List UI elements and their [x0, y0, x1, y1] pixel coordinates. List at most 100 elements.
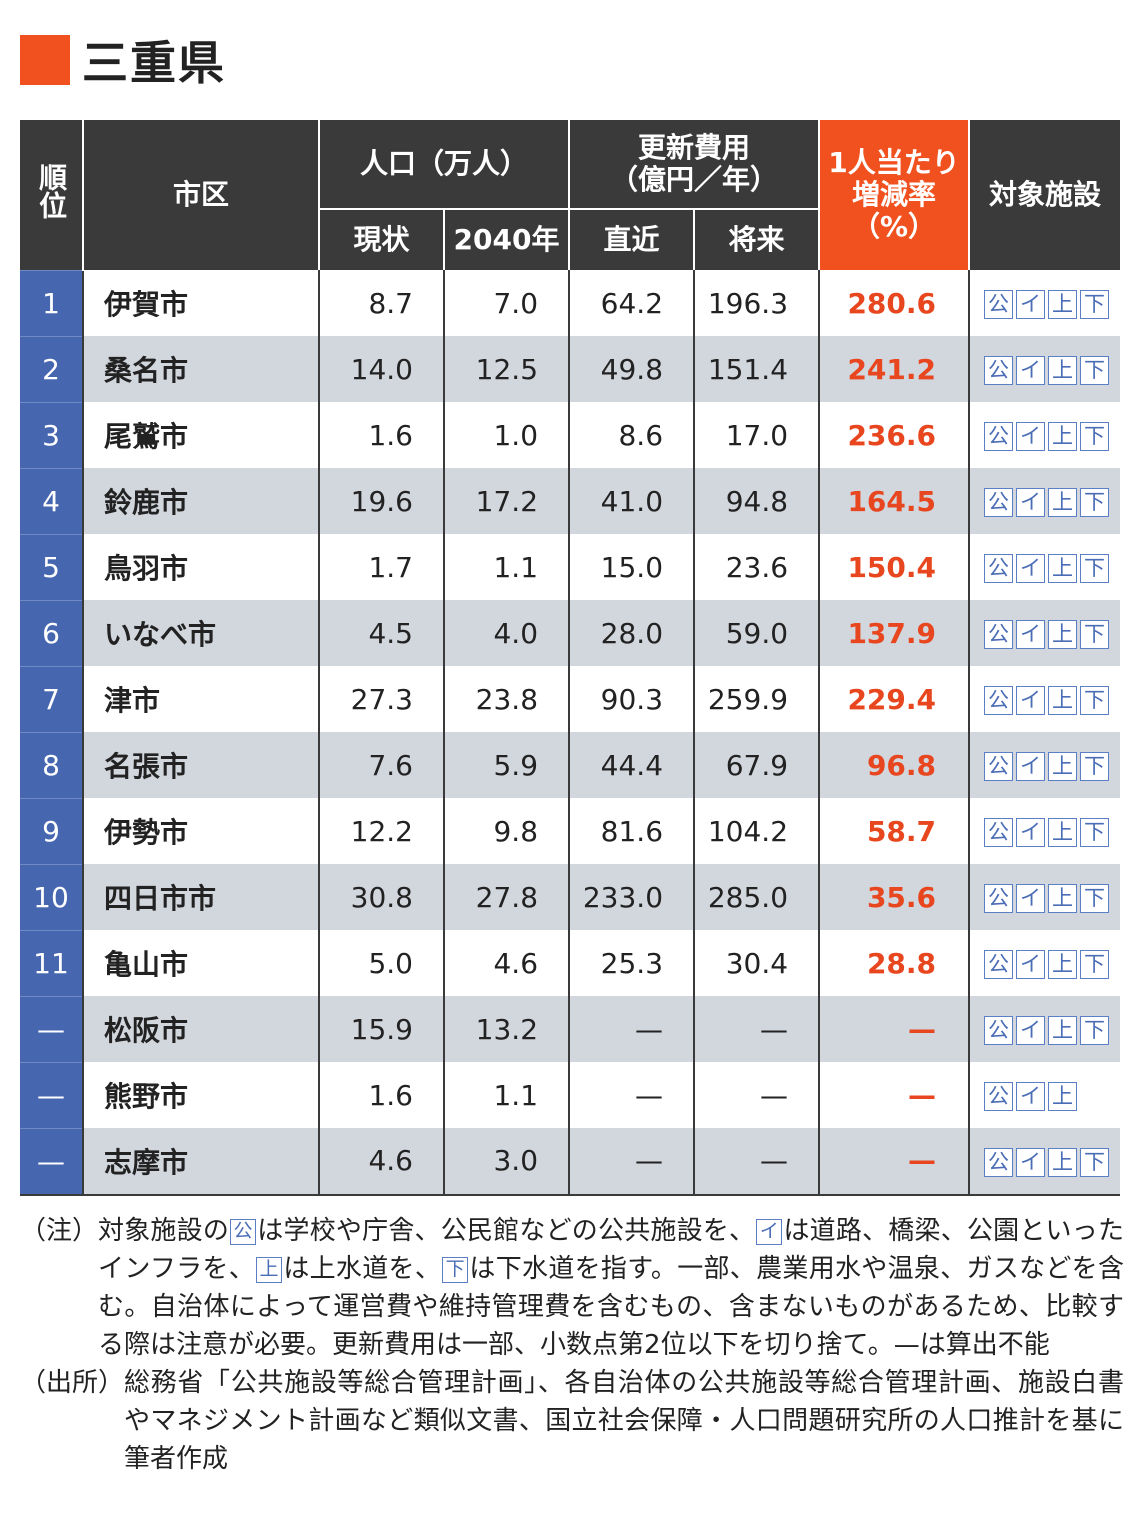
population-2040-cell: 4.0 — [442, 600, 570, 666]
table-row: — 志摩市 4.6 3.0— — — 公イ上下 — [20, 1127, 1121, 1196]
source-label: （出所） — [20, 1368, 125, 1398]
title-square-marker — [20, 35, 70, 85]
header-cost-future: 将来 — [693, 208, 821, 270]
facilities-cell: 公イ上下 — [968, 468, 1121, 534]
ranking-table: 順位 市区 人口（万人） 更新費用 （億円／年） 1人当たり 増減率 （%） 対… — [20, 120, 1121, 1196]
public-facility-icon: 公 — [984, 422, 1014, 451]
rate-cell: — — [818, 1062, 970, 1128]
header-city: 市区 — [82, 120, 320, 270]
rank-cell: 7 — [20, 665, 83, 732]
population-2040-cell: 12.5 — [442, 336, 570, 402]
water-supply-icon: 上 — [1048, 1147, 1078, 1177]
rate-cell: 96.8 — [818, 732, 970, 798]
sewerage-icon: 下 — [1080, 884, 1110, 913]
rate-cell: 35.6 — [818, 864, 970, 930]
sewerage-icon: 下 — [1080, 752, 1110, 781]
rank-cell: 10 — [20, 863, 83, 930]
city-cell: 伊勢市 — [82, 798, 319, 864]
note-text-5: は下水道を指す。一部、農業用水や温泉、ガスなどを含む。自治体によって運営費や維持… — [98, 1254, 1124, 1360]
header-rate-line1: 1人当たり — [828, 145, 960, 179]
rate-cell: 164.5 — [818, 468, 970, 534]
public-facility-icon: 公 — [984, 1016, 1014, 1045]
table-row: 2 桑名市 14.0 12.5 49.8 151.4 241.2 公イ上下 — [20, 335, 1121, 402]
cost-recent-cell: 49.8 — [568, 336, 695, 402]
header-rank-label: 順位 — [35, 163, 69, 220]
table-row: 3 尾鷲市 1.6 1.0 8.6 17.0 236.6 公イ上下 — [20, 401, 1121, 468]
cost-recent-cell: 81.6 — [568, 798, 695, 864]
public-facility-icon: 公 — [984, 290, 1014, 319]
table-row: 1 伊賀市 8.7 7.0 64.2 196.3 280.6 公イ上下 — [20, 269, 1121, 336]
public-facility-icon: 公 — [984, 1082, 1014, 1111]
population-now-cell: 1.6 — [318, 402, 444, 468]
rank-cell: 3 — [20, 401, 83, 468]
public-facility-icon: 公 — [984, 488, 1014, 517]
facilities-cell: 公イ上下 — [968, 864, 1121, 930]
cost-future-cell: 151.4 — [693, 336, 820, 402]
cost-recent-cell: 90.3 — [568, 666, 695, 732]
rate-cell: 137.9 — [818, 600, 970, 666]
notes-section: （注） 対象施設の公は学校や庁舎、公民館などの公共施設を、イは道路、橋梁、公園と… — [20, 1212, 1124, 1478]
public-facility-icon: 公 — [984, 620, 1014, 649]
cost-future-cell: — — [693, 1062, 820, 1128]
city-cell: 桑名市 — [82, 336, 319, 402]
rank-cell: 11 — [20, 929, 83, 996]
page-title: 三重県 — [20, 30, 226, 90]
cost-recent-cell: 25.3 — [568, 930, 695, 996]
city-cell: 鈴鹿市 — [82, 468, 319, 534]
public-facility-icon: 公 — [984, 686, 1014, 715]
infrastructure-icon: イ — [1016, 1016, 1046, 1045]
rank-cell: — — [20, 1061, 83, 1128]
note-text-2: は学校や庁舎、公民館などの公共施設を、 — [257, 1216, 756, 1246]
population-2040-cell: 3.0 — [442, 1128, 570, 1196]
cost-recent-cell: 233.0 — [568, 864, 695, 930]
city-cell: 名張市 — [82, 732, 319, 798]
city-cell: 四日市市 — [82, 864, 319, 930]
population-now-cell: 19.6 — [318, 468, 444, 534]
title-text: 三重県 — [82, 36, 226, 90]
facilities-cell: 公イ上下 — [968, 600, 1121, 666]
public-facility-icon: 公 — [984, 356, 1014, 385]
cost-recent-cell: — — [568, 1128, 695, 1196]
cost-future-cell: 59.0 — [693, 600, 820, 666]
rank-cell: 5 — [20, 533, 83, 600]
table-row: 7 津市 27.3 23.8 90.3 259.9 229.4 公イ上下 — [20, 665, 1121, 732]
header-cost: 更新費用 （億円／年） — [568, 120, 821, 209]
public-facility-icon: 公 — [984, 950, 1014, 979]
cost-future-cell: 94.8 — [693, 468, 820, 534]
note-body: 対象施設の公は学校や庁舎、公民館などの公共施設を、イは道路、橋梁、公園といったイ… — [98, 1212, 1124, 1364]
table-body: 1 伊賀市 8.7 7.0 64.2 196.3 280.6 公イ上下 2 桑名市 14.0 12.5… — [20, 269, 1121, 1196]
note-text-1: 対象施設の — [98, 1216, 230, 1246]
sewerage-icon: 下 — [1080, 950, 1110, 979]
source-text: 総務省「公共施設等総合管理計画」、各自治体の公共施設等総合管理計画、施設白書やマ… — [124, 1368, 1124, 1474]
cost-future-cell: 23.6 — [693, 534, 820, 600]
cost-recent-cell: 64.2 — [568, 270, 695, 336]
water-supply-icon: 上 — [1048, 422, 1078, 451]
infrastructure-icon: イ — [756, 1218, 783, 1245]
infrastructure-icon: イ — [1016, 1082, 1046, 1111]
table-row: 9 伊勢市 12.2 9.8 81.6 104.2 58.7 公イ上下 — [20, 797, 1121, 864]
cost-future-cell: 259.9 — [693, 666, 820, 732]
header-population-2040: 2040年 — [442, 208, 571, 270]
water-supply-icon: 上 — [1048, 488, 1078, 517]
sewerage-icon: 下 — [1080, 554, 1110, 583]
infrastructure-icon: イ — [1016, 686, 1046, 715]
infrastructure-icon: イ — [1016, 752, 1046, 781]
population-now-cell: 4.6 — [318, 1128, 444, 1196]
population-now-cell: 7.6 — [318, 732, 444, 798]
facilities-cell: 公イ上下 — [968, 930, 1121, 996]
facilities-cell: 公イ上下 — [968, 336, 1121, 402]
population-now-cell: 4.5 — [318, 600, 444, 666]
rank-cell: 6 — [20, 599, 83, 666]
city-cell: 鳥羽市 — [82, 534, 319, 600]
sewerage-icon: 下 — [1080, 356, 1110, 385]
table-row: 5 鳥羽市 1.7 1.1 15.0 23.6 150.4 公イ上下 — [20, 533, 1121, 600]
public-facility-icon: 公 — [984, 818, 1014, 847]
cost-recent-cell: — — [568, 1062, 695, 1128]
population-now-cell: 8.7 — [318, 270, 444, 336]
cost-recent-cell: 8.6 — [568, 402, 695, 468]
rank-cell: 8 — [20, 731, 83, 798]
table-row: — 熊野市 1.6 1.1— — — 公イ上 — [20, 1061, 1121, 1128]
population-now-cell: 12.2 — [318, 798, 444, 864]
city-cell: 松阪市 — [82, 996, 319, 1062]
rank-cell: 4 — [20, 467, 83, 534]
